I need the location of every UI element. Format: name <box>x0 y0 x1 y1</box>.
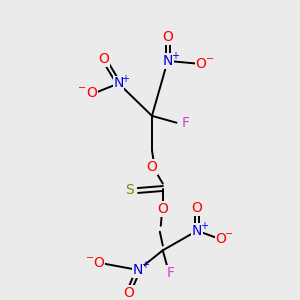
Text: +: + <box>170 51 178 61</box>
Text: −: − <box>78 83 86 93</box>
Text: F: F <box>181 116 189 130</box>
Text: N: N <box>133 263 143 277</box>
Text: N: N <box>192 224 202 238</box>
Text: O: O <box>215 232 226 246</box>
Text: O: O <box>157 202 168 216</box>
Text: −: − <box>86 253 94 263</box>
Text: O: O <box>146 160 158 174</box>
Text: −: − <box>206 54 214 64</box>
Text: O: O <box>94 256 104 270</box>
Text: −: − <box>226 229 234 239</box>
Text: +: + <box>200 221 208 231</box>
Text: O: O <box>196 57 206 71</box>
Text: O: O <box>98 52 109 66</box>
Text: O: O <box>192 201 203 215</box>
Text: O: O <box>162 30 173 44</box>
Text: F: F <box>167 266 175 280</box>
Text: S: S <box>125 184 134 197</box>
Text: O: O <box>123 286 134 300</box>
Text: +: + <box>141 260 149 270</box>
Text: O: O <box>87 86 98 100</box>
Text: N: N <box>113 76 124 91</box>
Text: N: N <box>163 54 173 68</box>
Text: +: + <box>122 74 130 83</box>
